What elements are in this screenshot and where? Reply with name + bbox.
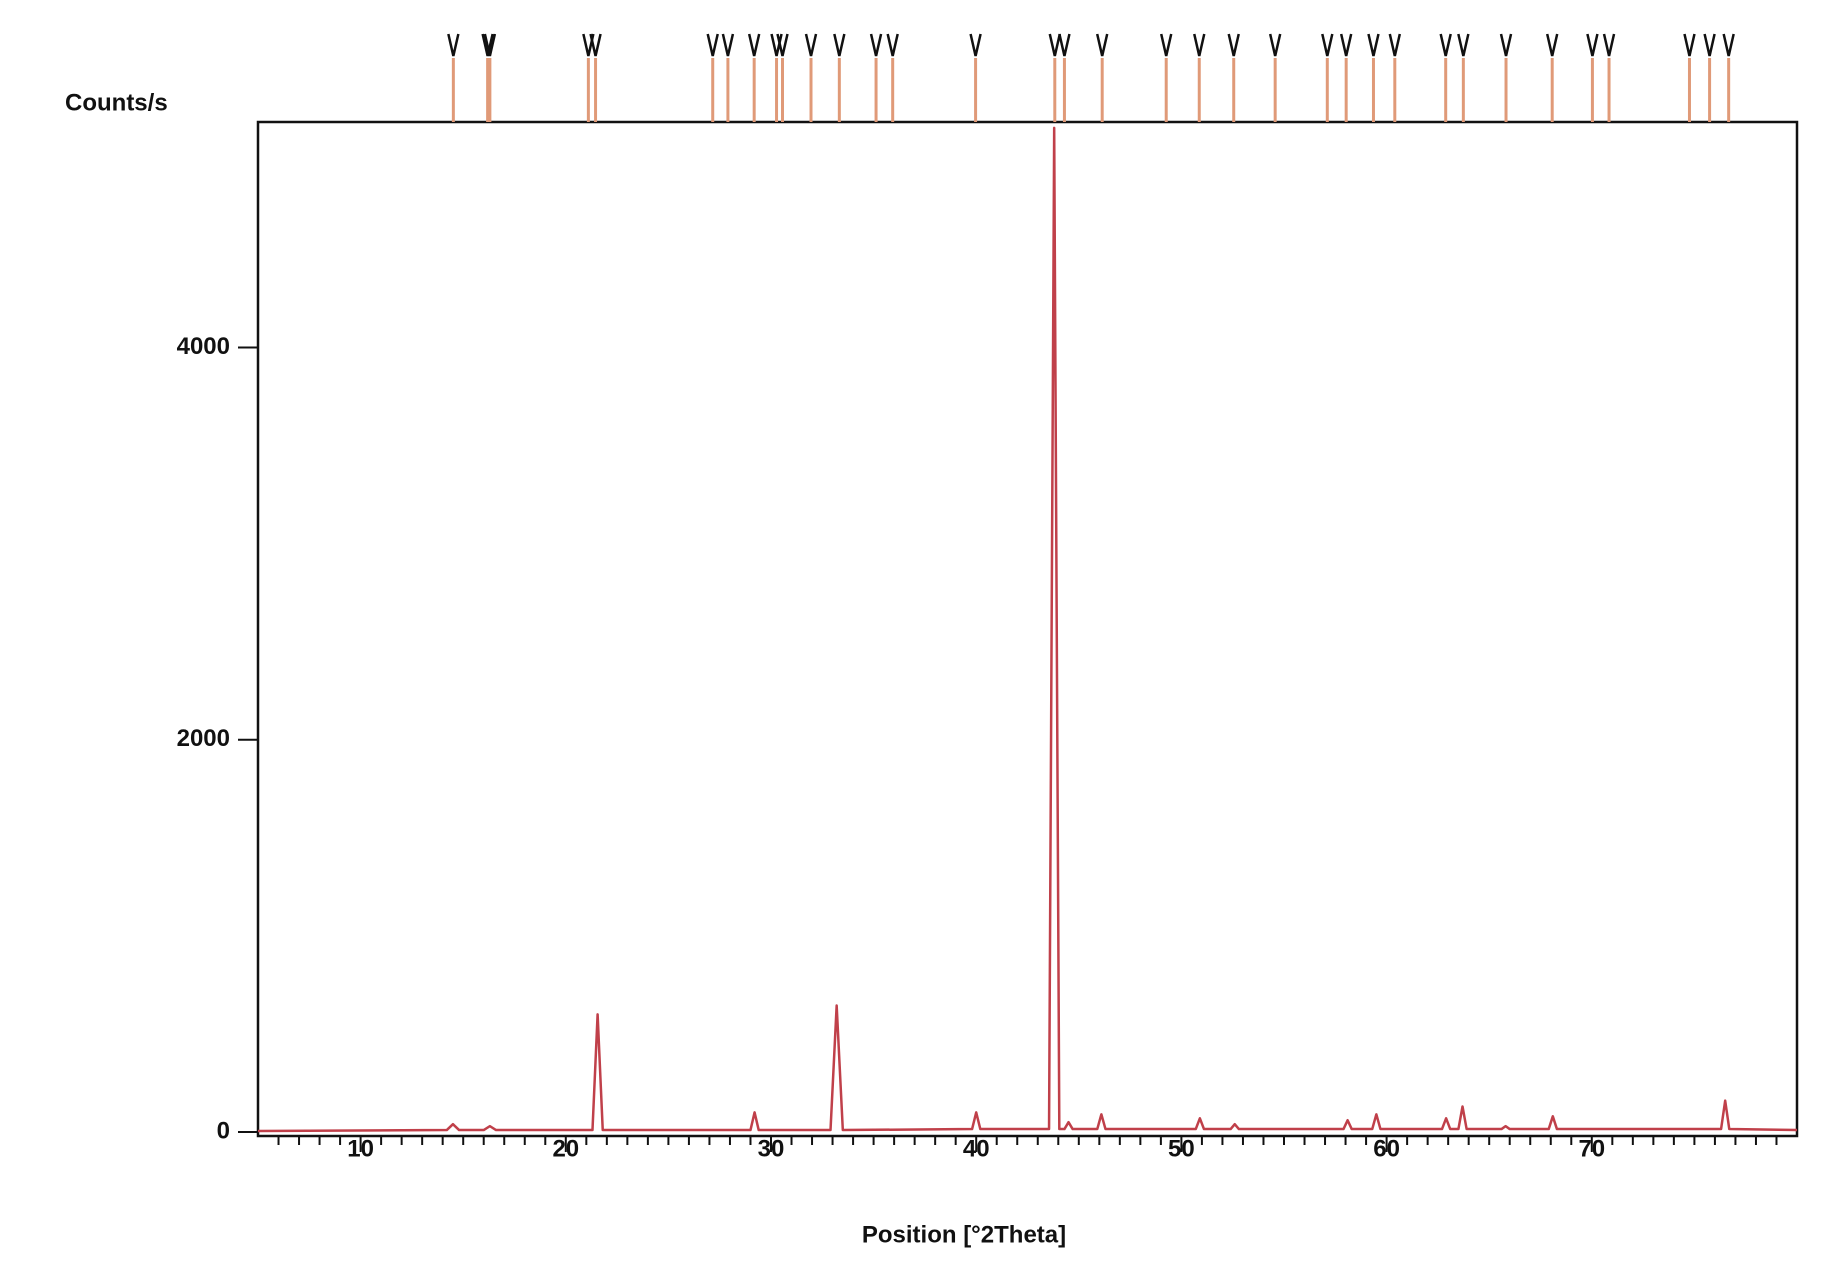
y-axis-label: Counts/s	[65, 89, 168, 116]
reference-peak-marker	[833, 33, 846, 57]
reference-peak-marker	[1457, 33, 1470, 57]
x-tick-label: 50	[1168, 1135, 1195, 1162]
x-tick-label: 70	[1578, 1135, 1605, 1162]
reference-peak-marker	[1586, 33, 1599, 57]
reference-peak-marker	[1058, 33, 1071, 57]
reference-peak-marker	[1227, 33, 1240, 57]
reference-peak-marker	[1499, 33, 1513, 57]
reference-peak-marker	[747, 33, 761, 57]
reference-peak-marker	[886, 33, 899, 57]
reference-peak-marker	[869, 33, 883, 57]
reference-peak-marker	[1339, 33, 1353, 57]
reference-peak-marker	[1683, 33, 1696, 57]
reference-peak-marker	[1545, 33, 1559, 57]
reference-peak-marker	[1439, 33, 1452, 57]
reference-peak-marker	[1321, 33, 1334, 57]
x-axis-label: Position [°2Theta]	[862, 1221, 1066, 1248]
reference-peak-marker	[776, 33, 789, 57]
x-tick-label: 30	[758, 1135, 785, 1162]
reference-peak-marker	[706, 33, 719, 57]
reference-peak-marker	[1367, 33, 1380, 57]
x-tick-label: 20	[552, 1135, 579, 1162]
reference-peak-marker	[1602, 33, 1616, 57]
reference-peak-marker	[1268, 33, 1282, 57]
x-tick-label: 40	[963, 1135, 990, 1162]
pattern-line	[257, 126, 1798, 1133]
plot-frame	[256, 120, 1799, 1138]
reference-peak-marker	[1703, 33, 1716, 57]
x-tick-label: 10	[347, 1135, 374, 1162]
reference-peak-marker	[481, 33, 494, 57]
reference-peak-marker	[1388, 33, 1402, 57]
x-tick-label: 60	[1373, 1135, 1400, 1162]
reference-peak-marker	[1095, 33, 1109, 57]
reference-peak-marker	[1160, 33, 1173, 57]
reference-peak-marker	[721, 33, 735, 57]
y-tick-label: 0	[217, 1117, 230, 1144]
reference-peak-marker	[1722, 33, 1735, 57]
reference-peak-marker	[804, 33, 818, 57]
reference-peak-marker	[1048, 33, 1062, 57]
reference-peak-marker	[447, 33, 460, 57]
reference-peak-marker	[1193, 33, 1206, 57]
reference-peak-marker	[483, 33, 497, 57]
y-tick-label: 2000	[177, 725, 230, 752]
reference-peak-marker	[589, 33, 602, 57]
reference-peak-marker	[969, 33, 982, 57]
y-tick-label: 4000	[177, 333, 230, 360]
